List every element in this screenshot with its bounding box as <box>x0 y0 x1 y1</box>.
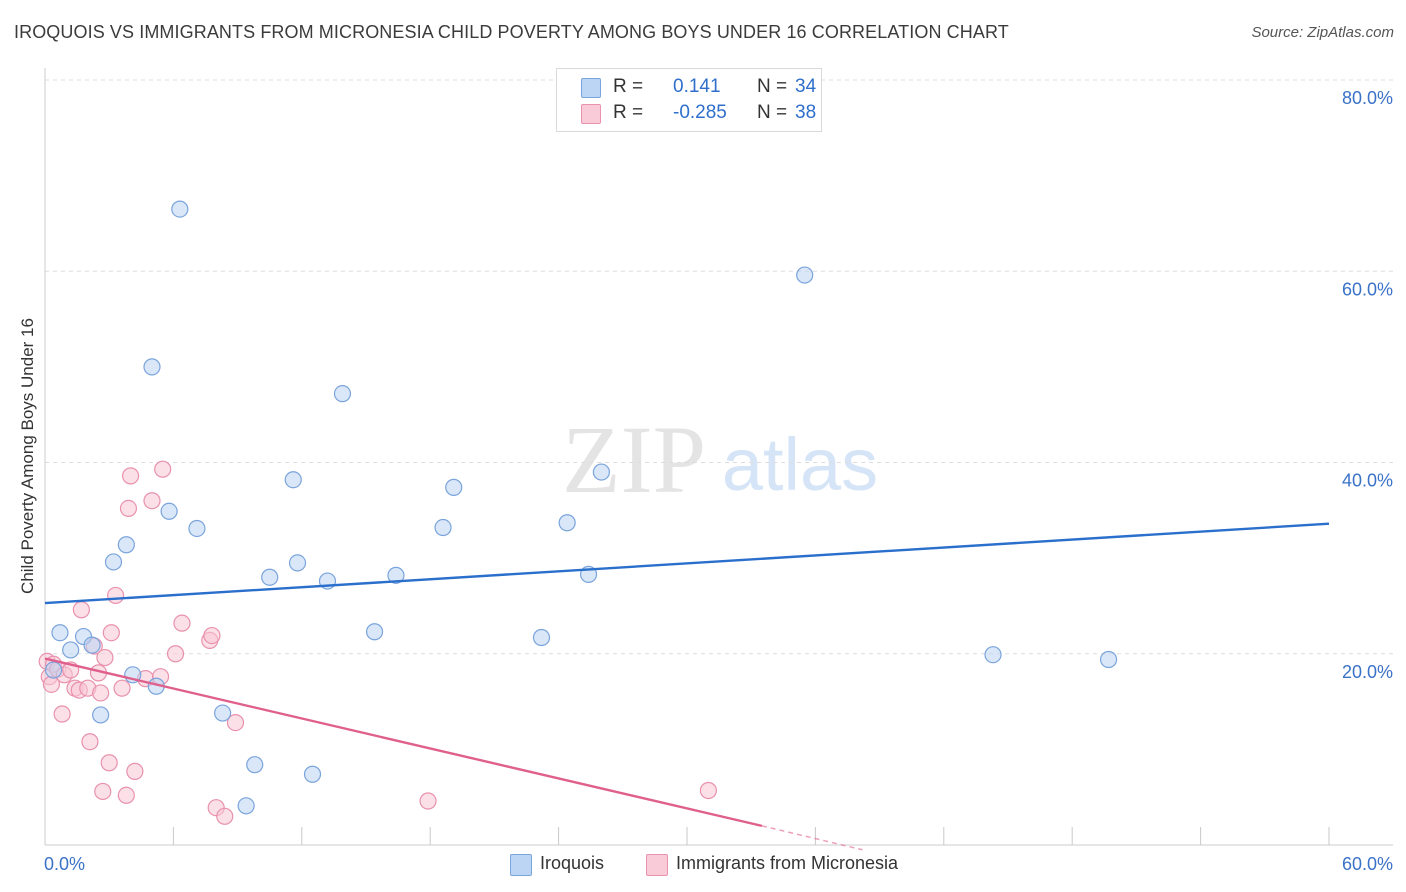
point-iroquois <box>261 568 279 586</box>
points-layer <box>38 200 1118 825</box>
point-iroquois <box>44 661 63 679</box>
point-iroquois <box>532 628 551 647</box>
source-label: Source: ZipAtlas.com <box>1251 24 1394 41</box>
trendline-micronesia <box>44 657 763 828</box>
point-micronesia <box>419 792 437 810</box>
point-micronesia <box>92 684 110 702</box>
point-iroquois <box>237 797 255 815</box>
n-label: N = <box>757 102 788 123</box>
point-micronesia <box>203 626 221 645</box>
point-iroquois <box>284 471 302 489</box>
point-iroquois <box>92 706 110 724</box>
point-iroquois <box>143 358 161 376</box>
r-value: 0.141 <box>673 76 721 97</box>
point-micronesia <box>216 807 234 825</box>
point-micronesia <box>166 645 185 663</box>
grid-layer <box>45 79 1393 655</box>
y-tick-label: 60.0% <box>1342 279 1393 299</box>
point-micronesia <box>143 492 161 510</box>
point-micronesia <box>96 648 114 667</box>
point-iroquois <box>445 478 463 496</box>
point-iroquois <box>171 200 189 218</box>
point-micronesia <box>81 733 99 751</box>
y-tick-label: 80.0% <box>1342 88 1393 108</box>
tick-label-layer: 20.0% 40.0% 60.0% 80.0% 0.0% 60.0% <box>44 88 1393 874</box>
legend-label-micronesia: Immigrants from Micronesia <box>676 853 899 873</box>
point-iroquois <box>51 624 69 642</box>
point-micronesia <box>226 713 245 732</box>
point-iroquois <box>303 765 322 783</box>
legend-label-iroquois: Iroquois <box>540 853 605 873</box>
point-iroquois <box>592 463 611 481</box>
n-label: N = <box>757 76 788 97</box>
watermark-zip: ZIP <box>562 406 706 513</box>
point-iroquois <box>434 518 452 537</box>
watermark-atlas: atlas <box>722 423 878 506</box>
point-iroquois <box>365 623 384 641</box>
point-micronesia <box>113 679 131 697</box>
point-micronesia <box>154 460 172 478</box>
point-iroquois <box>333 385 352 403</box>
point-iroquois <box>1099 650 1118 669</box>
axes-layer <box>44 68 1393 846</box>
point-micronesia <box>102 624 120 642</box>
chart-title: IROQUOIS VS IMMIGRANTS FROM MICRONESIA C… <box>14 22 1009 42</box>
point-micronesia <box>107 586 125 605</box>
point-micronesia <box>100 754 118 772</box>
point-iroquois <box>62 641 80 659</box>
trend-layer <box>44 522 1330 851</box>
legend-swatch-iroquois <box>510 854 532 876</box>
point-micronesia <box>699 781 718 800</box>
point-micronesia <box>122 467 140 485</box>
point-iroquois <box>160 502 178 520</box>
legend-swatch-iroquois <box>581 78 601 98</box>
point-micronesia <box>94 782 112 801</box>
y-tick-label: 20.0% <box>1342 662 1393 682</box>
legend-swatch-micronesia <box>646 854 668 876</box>
point-micronesia <box>53 705 71 723</box>
point-iroquois <box>83 636 101 654</box>
point-micronesia <box>119 499 138 517</box>
n-value: 38 <box>795 102 817 123</box>
series-legend: Iroquois Immigrants from Micronesia <box>0 852 1406 878</box>
point-micronesia <box>173 614 191 632</box>
watermark: ZIP atlas <box>562 406 878 513</box>
legend-swatch-micronesia <box>581 104 601 124</box>
r-value: -0.285 <box>673 102 727 123</box>
point-iroquois <box>984 646 1002 664</box>
n-value: 34 <box>795 76 817 97</box>
point-iroquois <box>214 704 232 722</box>
x-tick-label: 0.0% <box>44 854 85 874</box>
point-iroquois <box>117 536 135 554</box>
trendline-iroquois <box>44 522 1330 605</box>
point-iroquois <box>288 554 307 572</box>
point-iroquois <box>188 519 206 538</box>
point-iroquois <box>387 566 405 584</box>
point-micronesia <box>117 786 135 804</box>
point-iroquois <box>558 514 576 532</box>
point-micronesia <box>72 601 90 619</box>
correlation-legend: R = 0.141 N = 34 R = -0.285 N = 38 <box>556 68 822 132</box>
point-iroquois <box>796 266 814 284</box>
r-label: R = <box>613 102 644 123</box>
y-axis-label: Child Poverty Among Boys Under 16 <box>18 318 37 594</box>
point-iroquois <box>246 756 264 774</box>
y-tick-label: 40.0% <box>1342 471 1393 491</box>
point-iroquois <box>104 553 123 571</box>
trendline-extension-micronesia <box>761 825 863 851</box>
x-tick-label: 60.0% <box>1342 854 1393 874</box>
point-micronesia <box>126 762 144 780</box>
r-label: R = <box>613 76 644 97</box>
